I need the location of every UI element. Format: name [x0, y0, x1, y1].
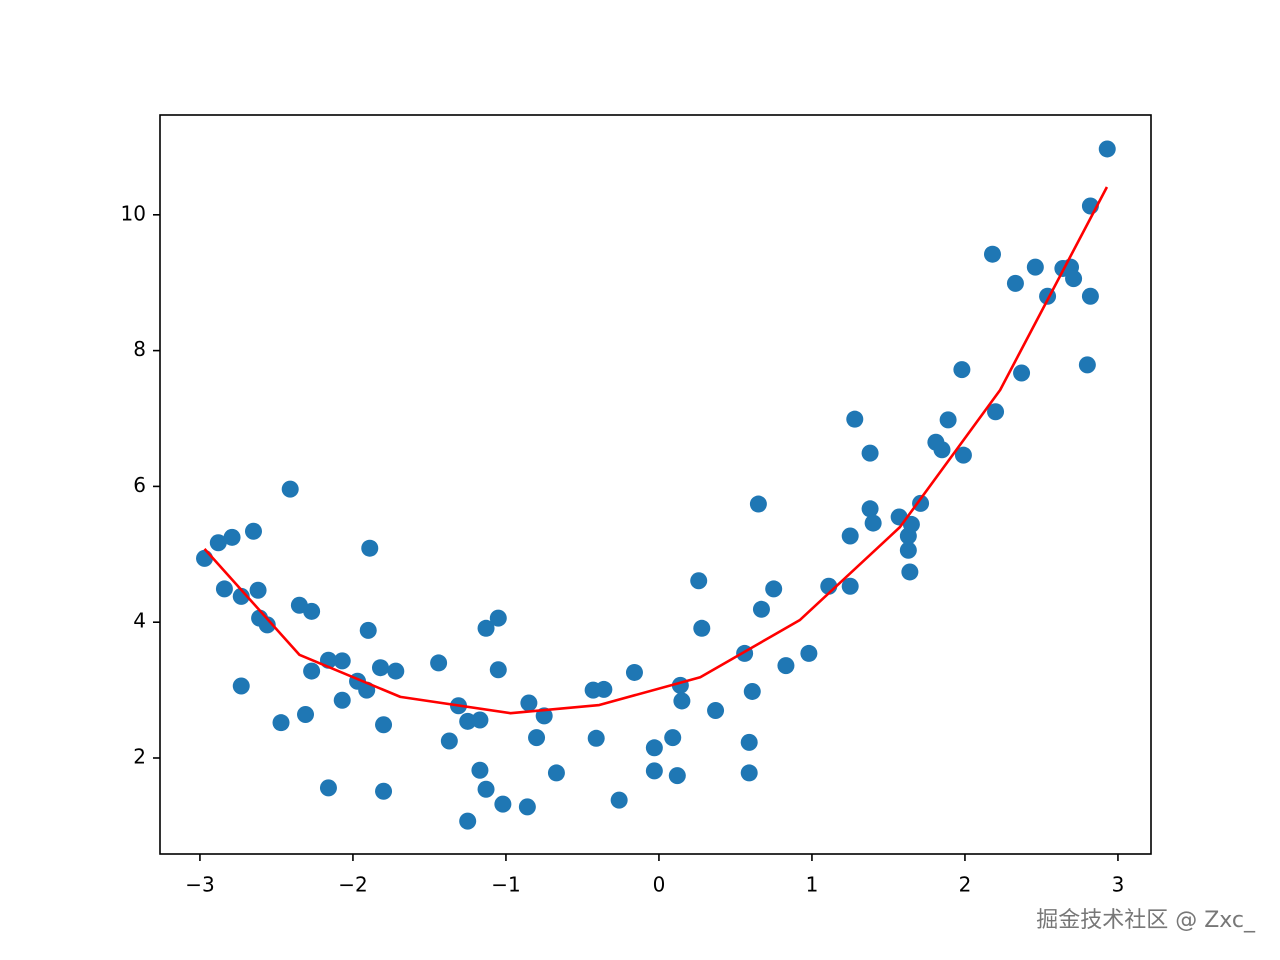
- scatter-point: [489, 661, 507, 679]
- scatter-point: [939, 411, 957, 429]
- scatter-point: [1098, 140, 1116, 158]
- scatter-point: [899, 541, 917, 559]
- scatter-point: [375, 716, 393, 734]
- scatter-point: [983, 245, 1001, 263]
- scatter-point: [387, 662, 405, 680]
- y-tick-label: 10: [121, 201, 146, 225]
- scatter-point: [987, 403, 1005, 421]
- scatter-point: [1026, 258, 1044, 276]
- scatter-point: [953, 361, 971, 379]
- scatter-point: [902, 515, 920, 533]
- scatter-point: [777, 657, 795, 675]
- scatter-point: [471, 761, 489, 779]
- scatter-point: [587, 729, 605, 747]
- x-tick-label: 3: [1112, 873, 1125, 897]
- scatter-point: [232, 587, 250, 605]
- x-tick-label: −2: [338, 873, 367, 897]
- scatter-point: [861, 444, 879, 462]
- scatter-point: [215, 580, 233, 598]
- scatter-point: [1065, 270, 1083, 288]
- scatter-point: [1006, 274, 1024, 292]
- scatter-point: [743, 682, 761, 700]
- scatter-point: [297, 706, 315, 724]
- scatter-point: [645, 762, 663, 780]
- scatter-point: [209, 534, 227, 552]
- scatter-point: [912, 494, 930, 512]
- scatter-point: [459, 812, 477, 830]
- scatter-point: [359, 621, 377, 639]
- y-tick-label: 8: [133, 337, 146, 361]
- scatter-point: [371, 659, 389, 677]
- scatter-point: [489, 609, 507, 627]
- scatter-point: [244, 522, 262, 540]
- x-tick-label: 2: [959, 873, 972, 897]
- scatter-point: [361, 539, 379, 557]
- scatter-point: [625, 663, 643, 681]
- scatter-point: [861, 500, 879, 518]
- scatter-point: [800, 644, 818, 662]
- watermark: 掘金技术社区 @ Zxc_: [1036, 908, 1256, 933]
- scatter-point: [333, 691, 351, 709]
- scatter-point: [440, 732, 458, 750]
- scatter-point: [477, 780, 495, 798]
- scatter-point: [954, 446, 972, 464]
- scatter-point: [1013, 364, 1031, 382]
- scatter-point: [196, 549, 214, 567]
- scatter-point: [690, 572, 708, 590]
- x-tick-label: −3: [185, 873, 214, 897]
- scatter-point: [494, 795, 512, 813]
- scatter-point: [303, 662, 321, 680]
- scatter-point: [740, 733, 758, 751]
- scatter-point: [645, 739, 663, 757]
- scatter-point: [281, 480, 299, 498]
- scatter-point: [752, 600, 770, 618]
- scatter-point: [333, 652, 351, 670]
- scatter-point: [707, 701, 725, 719]
- y-tick-label: 6: [133, 473, 146, 497]
- scatter-point: [319, 779, 337, 797]
- x-tick-label: 0: [653, 873, 666, 897]
- scatter-point: [223, 528, 241, 546]
- scatter-point: [375, 782, 393, 800]
- scatter-point: [471, 711, 489, 729]
- plot-frame: [159, 114, 1152, 855]
- scatter-point: [518, 798, 536, 816]
- scatter-point: [477, 619, 495, 637]
- scatter-point: [595, 680, 613, 698]
- scatter-point: [740, 764, 758, 782]
- scatter-point: [303, 602, 321, 620]
- scatter-point: [765, 580, 783, 598]
- fit-line: [203, 186, 1109, 715]
- scatter-point: [1078, 356, 1096, 374]
- scatter-point: [1081, 287, 1099, 305]
- x-tick-label: 1: [806, 873, 819, 897]
- scatter-point: [249, 581, 267, 599]
- scatter-point: [610, 791, 628, 809]
- scatter-point: [841, 577, 859, 595]
- scatter-point: [749, 495, 767, 513]
- x-tick-label: −1: [491, 873, 520, 897]
- scatter-point: [693, 619, 711, 637]
- scatter-point: [272, 714, 290, 732]
- scatter-point: [864, 514, 882, 532]
- scatter-point: [520, 694, 538, 712]
- scatter-point: [901, 563, 919, 581]
- scatter-point: [664, 729, 682, 747]
- scatter-point: [547, 764, 565, 782]
- scatter-point: [258, 616, 276, 634]
- scatter-point: [841, 527, 859, 545]
- scatter-point: [430, 654, 448, 672]
- y-tick-label: 2: [133, 744, 146, 768]
- scatter-point: [933, 441, 951, 459]
- scatter-point: [528, 729, 546, 747]
- scatter-point: [232, 677, 250, 695]
- scatter-point: [668, 767, 686, 785]
- y-tick-label: 4: [133, 609, 146, 633]
- scatter-point: [846, 410, 864, 428]
- scatter-point: [673, 692, 691, 710]
